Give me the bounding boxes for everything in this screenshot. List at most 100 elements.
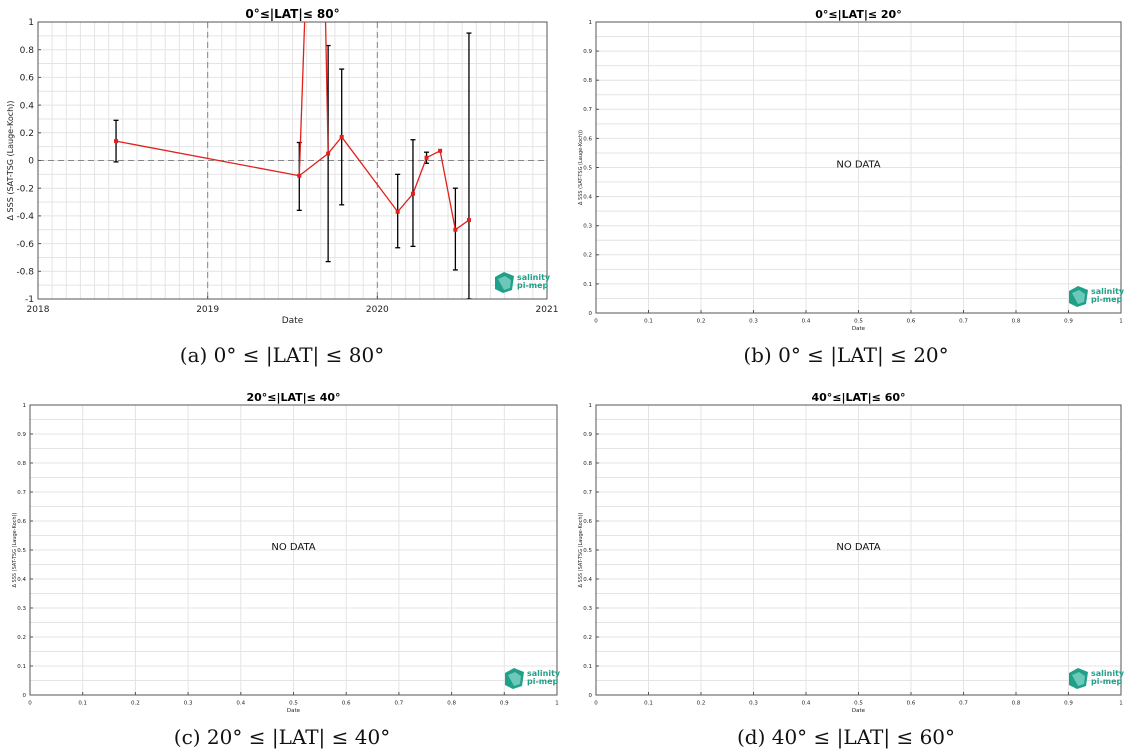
logo-line1: salinity xyxy=(527,669,561,678)
logo-line2: pi-mep xyxy=(517,281,549,290)
logo-line2: pi-mep xyxy=(527,677,559,686)
y-tick-label: 0.1 xyxy=(583,664,592,670)
y-tick-label: 0 xyxy=(28,157,34,167)
x-tick-label: 0.6 xyxy=(342,701,351,707)
caption-b: (b) 0° ≤ |LAT| ≤ 20° xyxy=(743,343,949,367)
y-tick-label: 0.5 xyxy=(17,548,26,554)
x-tick-label: 0.7 xyxy=(959,701,968,707)
x-axis-label: Date xyxy=(287,708,301,714)
chart-title: 0°≤|LAT|≤ 80° xyxy=(245,7,339,21)
x-tick-label: 0.1 xyxy=(78,701,87,707)
data-point xyxy=(410,191,415,196)
chart-title: 20°≤|LAT|≤ 40° xyxy=(246,391,340,404)
logo-line2: pi-mep xyxy=(1091,677,1123,686)
chart-c: 0 0.1 0.2 0.3 0.4 0.5 0.6 0.7 0.8 0.9 1 1 0.9 0.8 0.7 0… xyxy=(12,391,561,714)
logo-line1: salinity xyxy=(1091,669,1125,678)
x-tick-label: 0.3 xyxy=(184,701,193,707)
y-axis-label: Δ SSS (SAT-TSG (Lauge-Koch)) xyxy=(6,101,15,221)
y-axis-label: Δ SSS (SAT-TSG (Lauge-Koch)) xyxy=(12,512,18,587)
y-tick-label: 0.9 xyxy=(583,432,592,438)
y-tick-label: 0.1 xyxy=(583,282,592,288)
x-tick-label: 0.5 xyxy=(854,319,863,325)
y-tick-label: 0.6 xyxy=(583,519,592,525)
y-tick-label: 1 xyxy=(23,403,27,409)
x-tick-label: 0 xyxy=(28,701,32,707)
y-tick-label: -0.2 xyxy=(16,184,34,194)
logo-line2: pi-mep xyxy=(1091,295,1123,304)
x-tick-label: 0.8 xyxy=(447,701,456,707)
x-axis-label: Date xyxy=(852,326,866,332)
data-point xyxy=(114,139,119,144)
y-tick-label: 0.8 xyxy=(20,46,35,56)
y-tick-label: 0.4 xyxy=(583,577,592,583)
x-tick-label: 1 xyxy=(1119,701,1123,707)
y-tick-label: 1 xyxy=(589,20,593,26)
x-tick-label: 0.7 xyxy=(395,701,404,707)
logo-mark-highlight-icon xyxy=(508,672,521,686)
x-tick-label: 2018 xyxy=(27,305,50,315)
logo-line1: salinity xyxy=(1091,287,1125,296)
y-tick-label: 0.2 xyxy=(17,635,26,641)
y-tick-label: 0.6 xyxy=(20,74,35,84)
y-tick-label: 0.5 xyxy=(583,165,592,171)
x-tick-label: 0.1 xyxy=(644,319,653,325)
y-tick-label: 0.8 xyxy=(583,78,592,84)
x-tick-label: 0.3 xyxy=(749,701,758,707)
y-tick-label: 0.7 xyxy=(17,490,26,496)
y-axis-label: Δ SSS (SAT-TSG (Lauge-Koch)) xyxy=(578,130,584,205)
logo-mark-highlight-icon xyxy=(1072,290,1085,304)
y-tick-label: 0.4 xyxy=(17,577,26,583)
y-tick-label: 0.2 xyxy=(20,129,34,139)
x-tick-label: 0.2 xyxy=(697,319,706,325)
data-point xyxy=(339,134,344,139)
y-tick-label: 0 xyxy=(23,693,27,699)
panel-c: 0 0.1 0.2 0.3 0.4 0.5 0.6 0.7 0.8 0.9 1 1 0.9 0.8 0.7 0… xyxy=(0,380,564,755)
y-tick-label: 0.9 xyxy=(17,432,26,438)
y-tick-label: -0.6 xyxy=(16,240,34,250)
y-tick-label: 0.2 xyxy=(583,253,592,259)
data-point xyxy=(453,227,458,232)
caption-c: (c) 20° ≤ |LAT| ≤ 40° xyxy=(173,725,391,749)
y-tick-label: 0.7 xyxy=(583,107,592,113)
y-tick-label: 0.2 xyxy=(583,635,592,641)
series-group xyxy=(298,22,329,176)
series-line xyxy=(115,135,470,231)
chart-a: 2018 2019 2020 2021 1 0.8 0.6 0.4 0.2 0 -0.2 -0.4 -0… xyxy=(6,7,559,326)
x-tick-label: 0.6 xyxy=(907,319,916,325)
y-axis-label: Δ SSS (SAT-TSG (Lauge-Koch)) xyxy=(578,512,584,587)
x-tick-label: 1 xyxy=(1119,319,1123,325)
x-tick-label: 1 xyxy=(555,701,559,707)
x-tick-label: 0.3 xyxy=(749,319,758,325)
caption-a: (a) 0° ≤ |LAT| ≤ 80° xyxy=(179,343,385,367)
x-tick-label: 2020 xyxy=(366,305,389,315)
x-tick-label: 0.5 xyxy=(854,701,863,707)
y-tick-label: 0.8 xyxy=(583,461,592,467)
x-axis-label: Date xyxy=(852,708,866,714)
y-tick-label: 0 xyxy=(589,693,593,699)
data-point xyxy=(424,155,429,160)
caption-d: (d) 40° ≤ |LAT| ≤ 60° xyxy=(736,725,956,749)
series-line-excursion xyxy=(298,22,329,176)
logo-mark-highlight-icon xyxy=(498,276,511,290)
x-tick-label: 0.4 xyxy=(236,701,245,707)
panel-b: 0 0.1 0.2 0.3 0.4 0.5 0.6 0.7 0.8 0.9 1 1 0.9 0.8 0.7 0… xyxy=(564,0,1128,378)
x-tick-label: 0.4 xyxy=(802,319,811,325)
x-tick-label: 2021 xyxy=(536,305,559,315)
y-tick-label: 0 xyxy=(589,311,593,317)
y-tick-label: 0.3 xyxy=(17,606,26,612)
chart-title: 40°≤|LAT|≤ 60° xyxy=(811,391,905,404)
chart-d: 0 0.1 0.2 0.3 0.4 0.5 0.6 0.7 0.8 0.9 1 1 0.9 0.8 0.7 0… xyxy=(578,391,1125,714)
x-tick-label: 0.9 xyxy=(1064,319,1073,325)
x-tick-label: 0.4 xyxy=(802,701,811,707)
panel-a: 2018 2019 2020 2021 1 0.8 0.6 0.4 0.2 0 -0.2 -0.4 -0… xyxy=(0,0,564,378)
chart-b: 0 0.1 0.2 0.3 0.4 0.5 0.6 0.7 0.8 0.9 1 1 0.9 0.8 0.7 0… xyxy=(578,8,1125,332)
y-tick-label: 0.8 xyxy=(17,461,26,467)
logo-mark-highlight-icon xyxy=(1072,672,1085,686)
no-data-label: NO DATA xyxy=(836,542,880,553)
y-tick-label: 0.5 xyxy=(583,548,592,554)
data-point xyxy=(466,218,471,223)
y-tick-label: -1 xyxy=(25,295,34,305)
y-tick-label: 0.3 xyxy=(583,224,592,230)
x-tick-label: 0.9 xyxy=(500,701,509,707)
